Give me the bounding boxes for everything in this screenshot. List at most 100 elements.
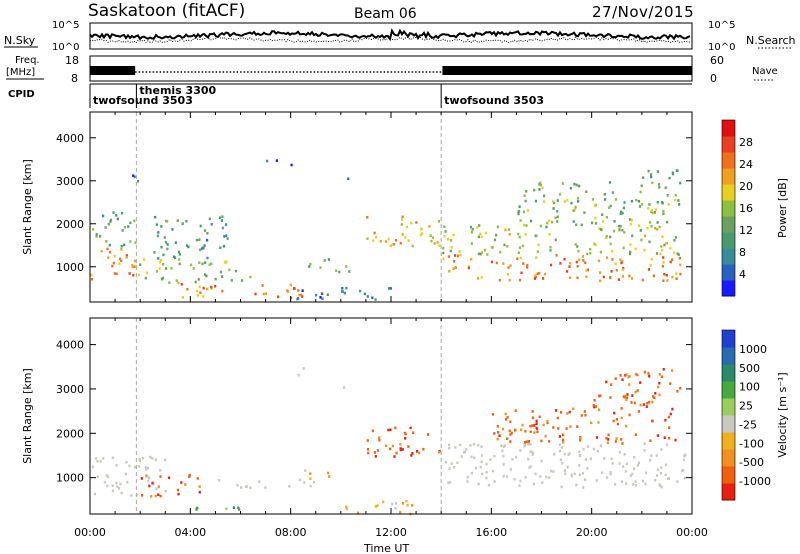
data-cell	[651, 181, 654, 185]
data-cell	[676, 252, 679, 255]
power-panel: 1000 2000 3000 4000 Slant Range [km] 4 8 12 16 20…	[21, 111, 789, 303]
data-cell	[644, 471, 648, 475]
data-cell	[500, 444, 503, 448]
data-cell	[521, 244, 524, 248]
data-cell	[201, 262, 204, 266]
data-cell	[431, 236, 434, 239]
data-cell	[208, 217, 211, 221]
data-cell	[111, 484, 114, 488]
data-cell	[96, 459, 99, 463]
data-cell	[493, 480, 496, 483]
data-cell	[502, 463, 505, 466]
data-cell	[578, 258, 581, 262]
data-cell	[663, 272, 666, 276]
data-cell	[498, 278, 501, 282]
noise-right-tick-bottom: 10^0	[708, 42, 735, 53]
data-cell	[653, 396, 656, 400]
data-cell	[518, 484, 521, 488]
data-cell	[639, 381, 642, 384]
data-cell	[208, 263, 211, 266]
data-cell	[510, 431, 513, 435]
data-cell	[620, 438, 623, 441]
x-tick-label: 12:00	[375, 526, 407, 539]
data-cell	[662, 256, 665, 259]
data-cell	[651, 400, 654, 404]
data-cell	[506, 245, 509, 248]
noise-right-label: N.Search	[746, 34, 796, 47]
data-cell	[433, 242, 436, 245]
noise-trace	[89, 28, 691, 44]
data-cell	[90, 273, 93, 277]
data-cell	[668, 176, 671, 180]
data-cell	[345, 286, 348, 290]
data-cell	[664, 186, 667, 190]
data-cell	[218, 479, 221, 482]
y-axis-label: Slant Range [km]	[21, 159, 34, 255]
data-cell	[372, 239, 375, 242]
noise-search-line	[89, 36, 691, 44]
data-cell	[526, 266, 529, 269]
data-cell	[297, 297, 300, 300]
data-cell	[658, 225, 661, 229]
data-cell	[650, 258, 653, 261]
data-cell	[563, 200, 566, 203]
data-cell	[399, 442, 402, 446]
data-cell	[363, 292, 366, 296]
data-cell	[315, 293, 318, 297]
data-cell	[411, 244, 414, 248]
data-cell	[115, 214, 118, 217]
data-cell	[552, 470, 555, 473]
data-cell	[303, 481, 306, 484]
data-cell	[188, 475, 191, 478]
data-cell	[652, 274, 655, 278]
data-cell	[665, 274, 668, 277]
data-cell	[438, 450, 441, 454]
data-cell	[582, 486, 585, 489]
data-cell	[584, 261, 587, 265]
data-cell	[569, 261, 572, 265]
data-cell	[646, 226, 649, 230]
data-cell	[391, 444, 394, 448]
nave-label: Nave	[752, 66, 778, 77]
data-cell	[289, 283, 292, 287]
data-cell	[556, 416, 559, 420]
data-cell	[658, 186, 661, 189]
data-cell	[501, 427, 505, 431]
data-cell	[557, 427, 560, 430]
data-cell	[556, 220, 559, 223]
y-axis-label: Slant Range [km]	[21, 368, 34, 464]
data-cell	[541, 481, 544, 484]
data-cell	[546, 221, 549, 225]
data-cell	[605, 234, 608, 238]
data-cell	[642, 403, 645, 406]
data-cell	[620, 416, 623, 420]
data-cell	[497, 431, 500, 434]
data-cell	[150, 495, 153, 498]
data-cell	[176, 219, 179, 222]
data-cell	[141, 494, 144, 497]
data-cell	[509, 433, 512, 436]
data-cell	[630, 199, 633, 203]
data-cell	[186, 287, 189, 291]
data-cell	[519, 256, 522, 260]
data-cell	[550, 469, 553, 473]
freq-band-2	[442, 66, 692, 75]
colorbar: 1000 500 100 25 -25 -100 -500 -1000 Velocity [m …	[721, 329, 789, 501]
data-cell	[506, 416, 509, 419]
data-cell	[581, 255, 585, 258]
y-tick-label: 2000	[56, 218, 84, 231]
data-cell	[214, 284, 217, 288]
freq-right-tick-bottom: 0	[710, 72, 717, 85]
data-cell	[109, 218, 113, 222]
data-cell	[389, 447, 392, 451]
data-cell	[574, 207, 577, 211]
data-cell	[164, 489, 167, 493]
data-cell	[487, 483, 490, 487]
data-cell	[105, 240, 108, 243]
data-cell	[392, 243, 395, 246]
data-cell	[156, 234, 159, 238]
data-cell	[160, 225, 163, 228]
data-cell	[99, 460, 102, 463]
data-cell	[178, 258, 181, 261]
data-cell	[529, 443, 532, 446]
